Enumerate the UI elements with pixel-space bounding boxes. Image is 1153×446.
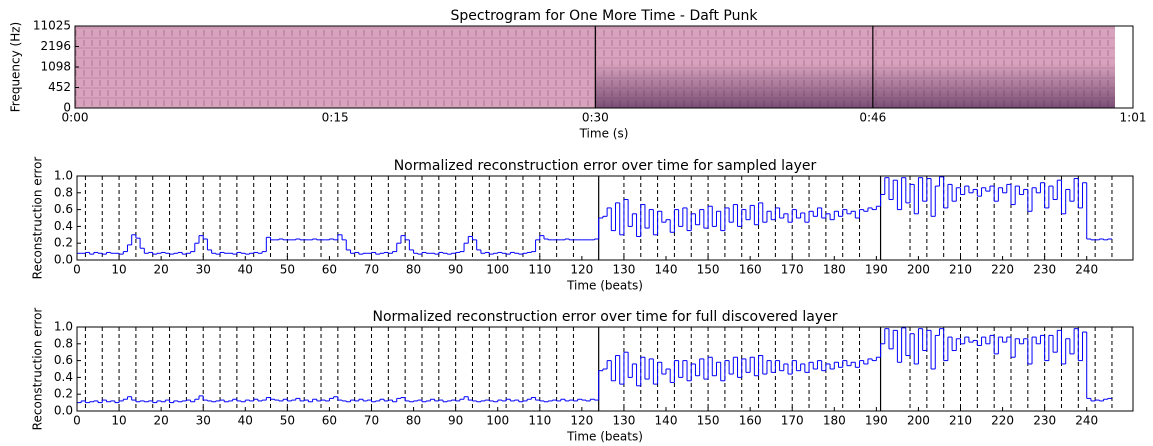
x-tick-label: 20 — [154, 414, 169, 428]
x-tick-label: 90 — [448, 263, 463, 277]
y-axis-label: Frequency (Hz) — [9, 22, 23, 113]
x-tick-label: 190 — [865, 263, 888, 277]
x-tick-label: 180 — [823, 263, 846, 277]
x-tick-label: 240 — [1075, 414, 1098, 428]
y-tick-label: 0.2 — [54, 387, 73, 401]
x-tick-label: 120 — [570, 414, 593, 428]
y-axis-label: Reconstruction error — [31, 157, 45, 280]
y-tick-label: 0.6 — [54, 202, 73, 216]
x-tick-label: 110 — [528, 414, 551, 428]
y-tick-label: 1098 — [40, 60, 71, 74]
x-tick-label: 30 — [196, 414, 211, 428]
x-tick-label: 170 — [781, 263, 804, 277]
x-tick-label: 10 — [111, 414, 126, 428]
x-axis-label: Time (s) — [579, 127, 629, 141]
x-tick-label: 80 — [406, 263, 421, 277]
x-axis-label: Time (beats) — [566, 430, 643, 444]
x-tick-label: 230 — [1033, 414, 1056, 428]
x-tick-label: 0 — [73, 414, 81, 428]
y-tick-label: 0.8 — [54, 336, 73, 350]
y-tick-label: 1.0 — [54, 320, 73, 334]
plot-frame — [76, 175, 1134, 261]
y-tick-label: 0.6 — [54, 353, 73, 367]
y-tick-label: 11025 — [33, 19, 71, 33]
y-axis-label: Reconstruction error — [31, 308, 45, 431]
x-tick-label: 190 — [865, 414, 888, 428]
step-connector — [84, 176, 1109, 255]
x-tick-label: 70 — [364, 263, 379, 277]
x-tick-label: 100 — [486, 263, 509, 277]
x-tick-label: 140 — [655, 414, 678, 428]
x-tick-label: 100 — [486, 414, 509, 428]
x-tick-label: 150 — [697, 263, 720, 277]
y-tick-label: 2196 — [40, 39, 71, 53]
x-tick-label: 40 — [238, 263, 253, 277]
x-tick-label: 90 — [448, 414, 463, 428]
x-tick-label: 220 — [991, 414, 1014, 428]
y-tick-label: 0 — [63, 101, 71, 115]
x-tick-label: 200 — [907, 414, 930, 428]
y-tick-label: 0.4 — [54, 219, 73, 233]
y-tick-label: 1.0 — [54, 169, 73, 183]
x-tick-label: 1:01 — [1120, 111, 1147, 125]
x-tick-label: 0 — [73, 263, 81, 277]
x-tick-label: 230 — [1033, 263, 1056, 277]
x-tick-label: 60 — [322, 414, 337, 428]
x-tick-label: 150 — [697, 414, 720, 428]
x-tick-label: 180 — [823, 414, 846, 428]
y-tick-label: 0.4 — [54, 370, 73, 384]
y-tick-label: 0.0 — [54, 404, 73, 418]
x-tick-label: 210 — [949, 414, 972, 428]
x-tick-label: 60 — [322, 263, 337, 277]
x-tick-label: 120 — [570, 263, 593, 277]
x-tick-label: 200 — [907, 263, 930, 277]
x-tick-label: 160 — [739, 414, 762, 428]
x-tick-label: 170 — [781, 414, 804, 428]
x-tick-label: 130 — [612, 263, 635, 277]
x-tick-label: 40 — [238, 414, 253, 428]
x-tick-label: 70 — [364, 414, 379, 428]
y-tick-label: 0.8 — [54, 185, 73, 199]
x-axis-label: Time (beats) — [566, 279, 643, 293]
x-tick-label: 110 — [528, 263, 551, 277]
x-tick-label: 140 — [655, 263, 678, 277]
x-tick-label: 50 — [280, 263, 295, 277]
x-tick-label: 30 — [196, 263, 211, 277]
chart-title: Spectrogram for One More Time - Daft Pun… — [451, 8, 759, 24]
x-tick-label: 160 — [739, 263, 762, 277]
chart-title: Normalized reconstruction error over tim… — [394, 158, 817, 174]
x-tick-label: 240 — [1075, 263, 1098, 277]
x-tick-label: 0:30 — [582, 111, 609, 125]
y-tick-label: 0.2 — [54, 236, 73, 250]
y-tick-label: 452 — [48, 80, 71, 94]
x-tick-label: 0:46 — [859, 111, 886, 125]
plot-frame — [74, 25, 1134, 109]
x-tick-label: 0:15 — [322, 111, 349, 125]
step-connector — [80, 327, 1109, 403]
x-tick-label: 80 — [406, 414, 421, 428]
x-tick-label: 210 — [949, 263, 972, 277]
spectrogram-low-energy — [595, 62, 1115, 108]
y-tick-label: 0.0 — [54, 253, 73, 267]
x-tick-label: 220 — [991, 263, 1014, 277]
x-tick-label: 130 — [612, 414, 635, 428]
x-tick-label: 20 — [154, 263, 169, 277]
x-tick-label: 50 — [280, 414, 295, 428]
x-tick-label: 10 — [111, 263, 126, 277]
plot-frame — [76, 326, 1134, 412]
chart-title: Normalized reconstruction error over tim… — [373, 309, 838, 325]
x-tick-label: 0:00 — [62, 111, 89, 125]
